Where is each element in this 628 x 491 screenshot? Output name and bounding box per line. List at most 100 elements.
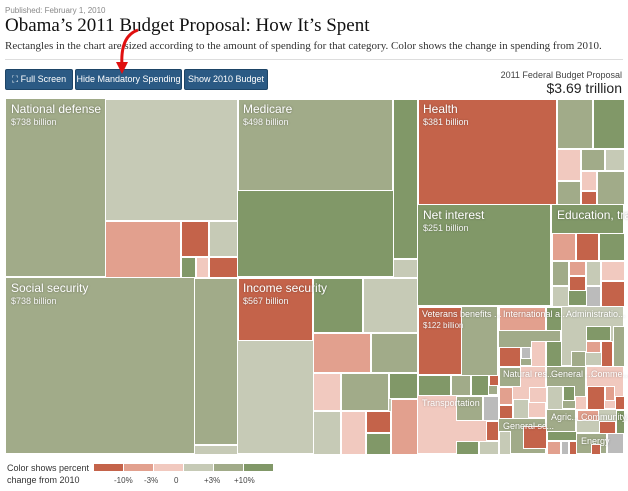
- subcategory-cell[interactable]: [238, 278, 313, 341]
- subcategory-cell[interactable]: [371, 333, 418, 373]
- subcategory-cell[interactable]: [521, 347, 531, 359]
- subcategory-cell[interactable]: [499, 367, 521, 387]
- subcategory-cell[interactable]: [569, 276, 586, 291]
- subcategory-cell[interactable]: [601, 261, 625, 281]
- subcategory-cell[interactable]: [587, 386, 605, 410]
- subcategory-cell[interactable]: [499, 405, 513, 419]
- subcategory-cell[interactable]: [181, 221, 209, 257]
- subcategory-cell[interactable]: [531, 341, 546, 367]
- subcategory-cell[interactable]: [586, 261, 601, 286]
- subcategory-cell[interactable]: [546, 341, 562, 367]
- subcategory-cell[interactable]: [313, 373, 341, 411]
- subcategory-cell[interactable]: [529, 387, 547, 403]
- category-social-security[interactable]: Social security $738 billion: [5, 277, 238, 455]
- subcategory-cell[interactable]: [593, 99, 625, 149]
- subcategory-cell[interactable]: [557, 149, 581, 181]
- subcategory-cell[interactable]: [194, 278, 238, 445]
- subcategory-cell[interactable]: [341, 373, 389, 411]
- subcategory-cell[interactable]: [194, 445, 238, 455]
- subcategory-cell[interactable]: [418, 307, 462, 375]
- category-international-a[interactable]: International a...: [498, 306, 568, 367]
- subcategory-cell[interactable]: [571, 351, 586, 367]
- hide-mandatory-spending-button[interactable]: Hide Mandatory Spending: [75, 69, 182, 90]
- category-education-train[interactable]: Education, train...: [551, 204, 628, 307]
- show-2010-budget-button[interactable]: Show 2010 Budget: [184, 69, 268, 90]
- category-transportation[interactable]: Transportation: [417, 395, 499, 455]
- full-screen-button[interactable]: ⛶ Full Screen: [5, 69, 73, 90]
- category-administratio[interactable]: Administratio...: [561, 306, 626, 367]
- subcategory-cell[interactable]: [238, 99, 393, 191]
- subcategory-cell[interactable]: [601, 281, 625, 307]
- category-net-interest[interactable]: Net interest $251 billion: [417, 204, 551, 306]
- subcategory-cell[interactable]: [209, 257, 238, 278]
- subcategory-cell[interactable]: [105, 99, 238, 221]
- subcategory-cell[interactable]: [581, 171, 597, 191]
- subcategory-cell[interactable]: [605, 149, 625, 171]
- subcategory-cell[interactable]: [105, 221, 181, 278]
- category-community[interactable]: Community...: [576, 409, 628, 434]
- subcategory-cell[interactable]: [391, 399, 418, 455]
- subcategory-cell[interactable]: [561, 441, 569, 455]
- subcategory-cell[interactable]: [615, 396, 625, 410]
- category-veterans-benefits[interactable]: Veterans benefits ... $122 billion: [417, 306, 502, 396]
- subcategory-cell[interactable]: [456, 441, 479, 455]
- subcategory-cell[interactable]: [563, 386, 575, 401]
- subcategory-cell[interactable]: [418, 375, 451, 396]
- subcategory-cell[interactable]: [363, 278, 418, 333]
- category-energy[interactable]: Energy: [576, 433, 610, 455]
- subcategory-cell[interactable]: [601, 341, 613, 367]
- subcategory-cell[interactable]: [389, 373, 418, 399]
- subcategory-cell[interactable]: [552, 261, 569, 286]
- subcategory-cell[interactable]: [613, 326, 625, 367]
- subcategory-cell[interactable]: [547, 441, 561, 455]
- subcategory-cell[interactable]: [577, 410, 599, 421]
- subcategory-cell[interactable]: [547, 386, 563, 410]
- category-national-defense[interactable]: National defense $738 billion: [5, 98, 238, 278]
- subcategory-cell[interactable]: [479, 441, 499, 455]
- subcategory-cell[interactable]: [393, 99, 418, 259]
- subcategory-cell[interactable]: [576, 233, 599, 261]
- subcategory-cell[interactable]: [313, 411, 341, 455]
- category-agric[interactable]: Agric...: [546, 409, 579, 455]
- category-general[interactable]: General ...: [546, 366, 593, 410]
- subcategory-cell[interactable]: [451, 375, 471, 396]
- subcategory-cell[interactable]: [471, 375, 489, 396]
- category-income-security[interactable]: Income security $567 billion: [237, 277, 418, 455]
- category-comme[interactable]: Comme...: [586, 366, 628, 410]
- subcategory-cell[interactable]: [599, 233, 625, 261]
- subcategory-cell[interactable]: [313, 278, 363, 333]
- subcategory-cell[interactable]: [586, 326, 611, 341]
- subcategory-cell[interactable]: [313, 333, 371, 373]
- subcategory-cell[interactable]: [607, 433, 624, 454]
- subcategory-cell[interactable]: [181, 257, 196, 278]
- subcategory-cell[interactable]: [581, 191, 597, 205]
- subcategory-cell[interactable]: [586, 286, 601, 307]
- subcategory-cell[interactable]: [499, 307, 546, 331]
- subcategory-cell[interactable]: [569, 261, 586, 276]
- subcategory-cell[interactable]: [547, 431, 577, 441]
- subcategory-cell[interactable]: [341, 411, 366, 455]
- category-general-sc[interactable]: General sc...: [498, 418, 554, 455]
- subcategory-cell[interactable]: [499, 431, 511, 455]
- category-health[interactable]: Health $381 billion: [417, 98, 625, 205]
- subcategory-cell[interactable]: [209, 221, 238, 257]
- subcategory-cell[interactable]: [483, 396, 499, 421]
- subcategory-cell[interactable]: [366, 433, 391, 455]
- subcategory-cell[interactable]: [605, 386, 615, 401]
- subcategory-cell[interactable]: [581, 149, 605, 171]
- category-medicare[interactable]: Medicare $498 billion: [237, 98, 418, 278]
- category-natural-res[interactable]: Natural res...: [498, 366, 555, 419]
- subcategory-cell[interactable]: [499, 347, 521, 367]
- subcategory-cell[interactable]: [557, 99, 593, 149]
- subcategory-cell[interactable]: [393, 259, 418, 278]
- subcategory-cell[interactable]: [557, 181, 581, 205]
- subcategory-cell[interactable]: [552, 233, 576, 261]
- subcategory-cell[interactable]: [586, 341, 601, 353]
- subcategory-cell[interactable]: [591, 444, 601, 455]
- subcategory-cell[interactable]: [499, 387, 513, 405]
- subcategory-cell[interactable]: [552, 286, 569, 307]
- subcategory-cell[interactable]: [597, 171, 625, 205]
- subcategory-cell[interactable]: [366, 411, 391, 433]
- subcategory-cell[interactable]: [196, 257, 209, 278]
- subcategory-cell[interactable]: [513, 399, 529, 419]
